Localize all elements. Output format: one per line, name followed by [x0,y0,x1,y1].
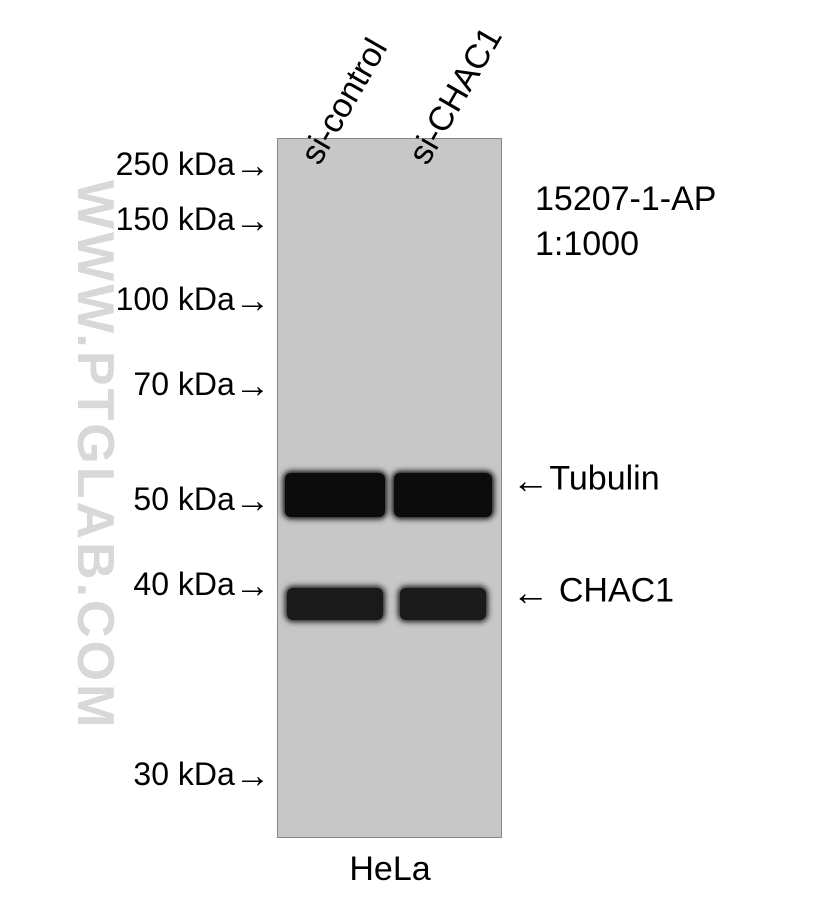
marker-arrow-icon: → [235,201,270,241]
band-arrow-icon: ← [512,459,549,502]
band-label: ←Tubulin [512,459,660,502]
marker-arrow-icon: → [235,566,270,606]
marker-label: 100 kDa→ [116,281,270,322]
marker-arrow-icon: → [235,146,270,186]
marker-arrow-icon: → [235,481,270,521]
marker-label: 40 kDa→ [133,566,270,607]
marker-label: 250 kDa→ [116,146,270,187]
marker-weight-text: 50 kDa [133,481,234,517]
watermark-text: WWW.PTGLAB.COM [65,180,125,730]
marker-weight-text: 100 kDa [116,281,235,317]
band-tubulin [394,473,492,517]
marker-label: 30 kDa→ [133,756,270,797]
band-chac1 [287,588,383,620]
marker-label: 70 kDa→ [133,366,270,407]
marker-arrow-icon: → [235,366,270,406]
marker-weight-text: 150 kDa [116,201,235,237]
band-protein-name: Tubulin [549,460,659,498]
band-tubulin [285,473,385,517]
figure-container: WWW.PTGLAB.COM 250 kDa→150 kDa→100 kDa→7… [0,0,828,903]
marker-arrow-icon: → [235,281,270,321]
marker-label: 150 kDa→ [116,201,270,242]
cell-line-label: HeLa [340,850,440,889]
marker-weight-text: 70 kDa [133,366,234,402]
marker-weight-text: 30 kDa [133,756,234,792]
marker-arrow-icon: → [235,756,270,796]
band-label: ← CHAC1 [512,571,674,614]
band-arrow-icon: ← [512,571,549,614]
band-protein-name: CHAC1 [549,572,674,610]
product-code: 15207-1-AP [535,180,716,219]
band-chac1 [400,588,486,620]
marker-label: 50 kDa→ [133,481,270,522]
marker-weight-text: 250 kDa [116,146,235,182]
dilution-text: 1:1000 [535,225,639,264]
marker-weight-text: 40 kDa [133,566,234,602]
